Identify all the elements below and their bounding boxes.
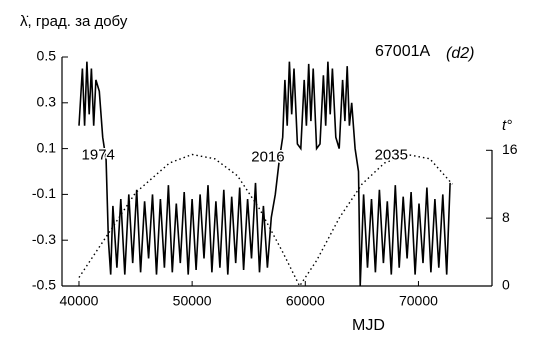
y2-tick-label: 8 bbox=[502, 209, 510, 225]
y2-tick-label: 0 bbox=[502, 277, 510, 293]
y-tick-label: 0.3 bbox=[37, 94, 57, 110]
x-axis-label: MJD bbox=[352, 317, 385, 334]
y-tick-label: -0.1 bbox=[32, 185, 56, 201]
y-tick-label: 0.5 bbox=[37, 48, 57, 64]
y-tick-label: -0.5 bbox=[32, 277, 56, 293]
x-tick-label: 60000 bbox=[286, 293, 325, 309]
y2-tick-label: 16 bbox=[502, 141, 518, 157]
annotation: 1974 bbox=[82, 146, 115, 163]
y-axis-label: λ̇, град. за добу bbox=[20, 13, 128, 30]
x-tick-label: 70000 bbox=[399, 293, 438, 309]
annotation: 2035 bbox=[375, 146, 408, 163]
y-tick-label: -0.3 bbox=[32, 231, 56, 247]
y2-axis-label: t° bbox=[502, 117, 512, 134]
chart-subtitle: (d2) bbox=[446, 45, 474, 62]
x-tick-label: 40000 bbox=[60, 293, 99, 309]
annotation: 2016 bbox=[251, 149, 284, 166]
data-line bbox=[78, 61, 451, 287]
x-tick-label: 50000 bbox=[173, 293, 212, 309]
y-tick-label: 0.1 bbox=[37, 139, 57, 155]
chart-title: 67001A bbox=[375, 43, 430, 60]
data-line bbox=[78, 153, 453, 288]
